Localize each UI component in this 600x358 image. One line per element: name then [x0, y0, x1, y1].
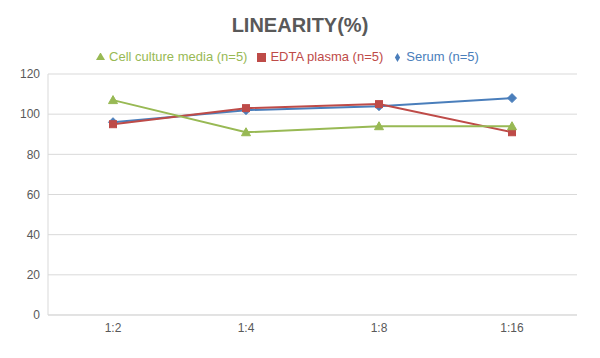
html-text:LINEARITY(%): LINEARITY(%): [231, 14, 369, 36]
svg-text:1:4: 1:4: [238, 321, 255, 335]
svg-text:60: 60: [27, 188, 41, 202]
svg-text:1:8: 1:8: [371, 321, 388, 335]
html-text:Serum (n=5): Serum (n=5): [406, 49, 479, 64]
html-text:Cell culture media (n=5): Cell culture media (n=5): [109, 49, 248, 64]
svg-text:40: 40: [27, 228, 41, 242]
svg-text:100: 100: [20, 107, 40, 121]
svg-text:120: 120: [20, 67, 40, 81]
html-text:EDTA plasma (n=5): EDTA plasma (n=5): [270, 49, 384, 64]
svg-text:0: 0: [33, 308, 40, 322]
svg-text:80: 80: [27, 148, 41, 162]
svg-text:1:16: 1:16: [500, 321, 524, 335]
svg-text:20: 20: [27, 268, 41, 282]
svg-text:1:2: 1:2: [105, 321, 122, 335]
